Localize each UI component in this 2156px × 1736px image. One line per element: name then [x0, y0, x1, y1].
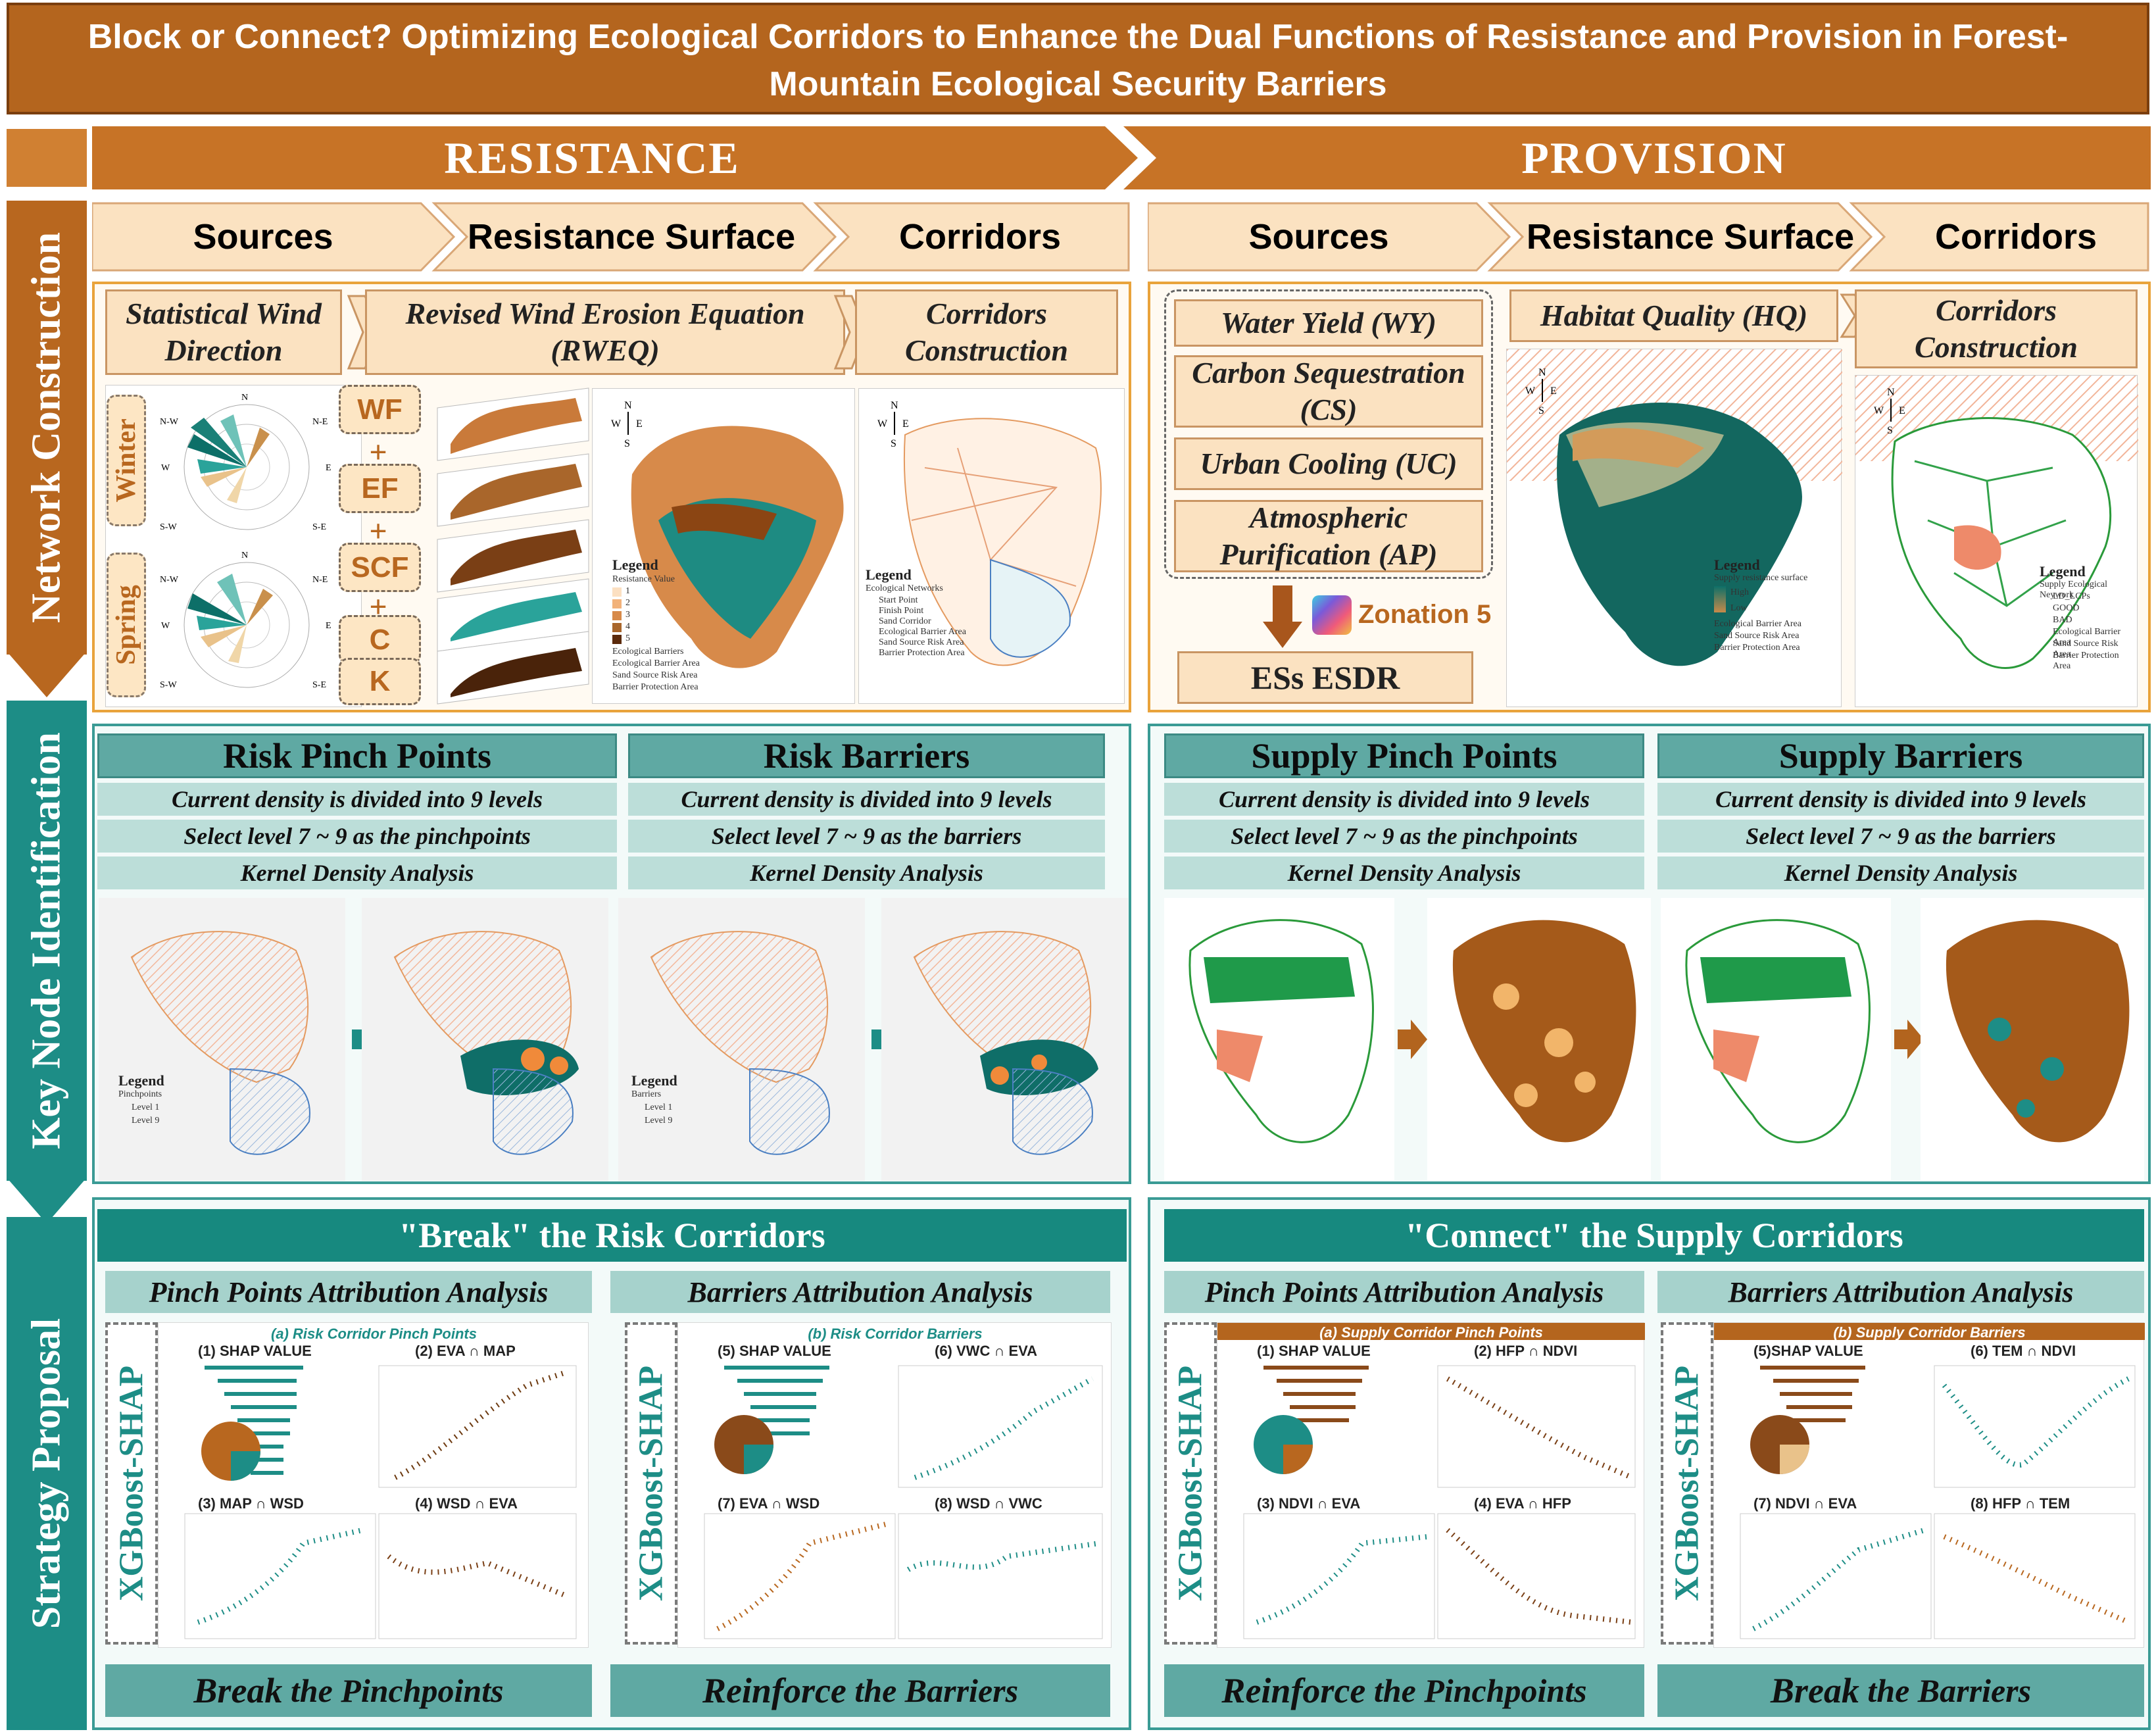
factor-ef: EF — [339, 464, 421, 513]
svg-text:S: S — [1538, 405, 1544, 416]
rose-label-e: E — [326, 463, 331, 473]
hq-label: Habitat Quality (HQ) — [1509, 289, 1838, 342]
svg-text:W: W — [1874, 405, 1884, 416]
xgb-label-2: XGBoost-SHAP — [625, 1322, 677, 1645]
svg-text:W: W — [877, 418, 888, 430]
factor-c: C — [339, 615, 421, 664]
resistance-banner-shape — [92, 126, 1138, 189]
step-sources-prov: Sources — [1248, 217, 1389, 257]
xgb-label-1: XGBoost-SHAP — [105, 1322, 158, 1645]
rose-label-sw: S-W — [160, 522, 177, 532]
row-network-arrow — [7, 651, 87, 697]
svg-text:N: N — [1538, 367, 1546, 378]
connect-title: "Connect" the Supply Corridors — [1164, 1209, 2144, 1262]
page-title: Block or Connect? Optimizing Ecological … — [7, 3, 2149, 114]
row-keynode-arrow — [7, 1178, 87, 1224]
rose-label-ne: N-E — [312, 417, 328, 427]
svg-text:N-E: N-E — [312, 575, 328, 585]
svg-text:W: W — [161, 621, 170, 631]
rweq-layer-stack — [437, 387, 589, 705]
svg-text:N-W: N-W — [160, 575, 179, 585]
prov-corridors-construction-label: Corridors Construction — [1855, 289, 2138, 368]
svg-text:S: S — [624, 438, 630, 449]
step-resistance-res: Resistance Surface — [467, 217, 796, 257]
connect-pinch-charts: (a) Supply Corridor Pinch Points (1) SHA… — [1217, 1322, 1645, 1648]
step-corridors-prov: Corridors — [1934, 217, 2097, 257]
service-cs: Carbon Sequestration (CS) — [1174, 355, 1483, 428]
row-keynode-label: Key Node Identification — [7, 701, 87, 1181]
provision-banner-shape — [1123, 126, 2151, 189]
break-barrier-charts: (b) Risk Corridor Barriers (5) SHAP VALU… — [677, 1322, 1112, 1648]
provision-steps-shapes — [1148, 202, 2149, 272]
rose-label-n: N — [241, 393, 248, 403]
break-pinch-charts: (a) Risk Corridor Pinch Points (1) SHAP … — [158, 1322, 589, 1648]
risk-pinch-title: Risk Pinch Points — [97, 733, 617, 778]
resistance-steps-shapes — [92, 202, 1130, 272]
svg-text:S: S — [891, 438, 896, 449]
wind-direction-label: Statistical Wind Direction — [105, 289, 342, 375]
svg-text:S-W: S-W — [160, 680, 177, 690]
footer-reinforce-barriers: Reinforce the Barriers — [610, 1664, 1110, 1717]
svg-text:E: E — [326, 621, 331, 631]
services-group — [1164, 289, 1493, 579]
supply-pinch-title: Supply Pinch Points — [1164, 733, 1644, 778]
xgb-label-4: XGBoost-SHAP — [1661, 1322, 1713, 1645]
footer-break-barriers: Break the Barriers — [1657, 1664, 2144, 1717]
key-node-resistance-maps — [99, 898, 1128, 1181]
service-uc: Urban Cooling (UC) — [1174, 437, 1483, 490]
xgb-label-3: XGBoost-SHAP — [1164, 1322, 1217, 1645]
service-ap: Atmospheric Purification (AP) — [1174, 500, 1483, 572]
key-node-provision-maps — [1164, 898, 2144, 1181]
supply-barriers-title: Supply Barriers — [1657, 733, 2144, 778]
season-spring: Spring — [107, 553, 146, 697]
rweq-label: Revised Wind Erosion Equation (RWEQ) — [365, 289, 845, 375]
zonation-logo-icon — [1312, 595, 1352, 635]
factor-scf: SCF — [339, 543, 421, 592]
row-strategy-label: Strategy Proposal — [7, 1217, 87, 1730]
svg-text:S: S — [1887, 425, 1893, 436]
step-resistance-prov: Resistance Surface — [1526, 217, 1855, 257]
connect-barrier-charts: (b) Supply Corridor Barriers (5)SHAP VAL… — [1713, 1322, 2145, 1648]
break-title: "Break" the Risk Corridors — [97, 1209, 1127, 1262]
esdr-label: ESs ESDR — [1177, 651, 1473, 704]
rose-label-nw: N-W — [160, 417, 179, 427]
svg-text:E: E — [902, 418, 909, 430]
res-corridors-construction-label: Corridors Construction — [855, 289, 1118, 375]
svg-text:S-E: S-E — [312, 680, 326, 690]
rose-label-w: W — [161, 463, 170, 473]
svg-text:E: E — [1899, 405, 1905, 416]
svg-text:W: W — [611, 418, 622, 430]
factor-k: K — [339, 658, 421, 705]
risk-barriers-title: Risk Barriers — [628, 733, 1105, 778]
svg-text:N: N — [241, 551, 248, 560]
service-wy: Water Yield (WY) — [1174, 299, 1483, 347]
step-corridors-res: Corridors — [898, 217, 1062, 257]
factor-wf: WF — [339, 385, 421, 434]
wind-rose-charts: N N-W N-E W E S-W S-E N N-W N-E W E S-W S-E — [160, 393, 331, 690]
svg-text:N: N — [624, 400, 632, 411]
zonation-label: Zonation 5 — [1358, 600, 1492, 629]
footer-reinforce-pinch: Reinforce the Pinchpoints — [1164, 1664, 1644, 1717]
rose-label-se: S-E — [312, 522, 326, 532]
corner-block — [7, 129, 87, 187]
step-sources-res: Sources — [193, 217, 333, 257]
svg-text:N: N — [891, 400, 898, 411]
season-winter: Winter — [107, 395, 146, 526]
svg-text:E: E — [636, 418, 643, 430]
arrow-down-icon — [1263, 585, 1302, 648]
provision-banner: PROVISION — [1521, 132, 1787, 183]
svg-text:E: E — [1550, 385, 1557, 397]
legend-title: Legend — [612, 557, 658, 573]
row-network-label: Network Construction — [7, 201, 87, 655]
svg-text:W: W — [1525, 385, 1536, 397]
svg-text:N: N — [1887, 387, 1895, 398]
footer-break-pinch: Break the Pinchpoints — [105, 1664, 592, 1717]
resistance-banner: RESISTANCE — [444, 132, 740, 183]
